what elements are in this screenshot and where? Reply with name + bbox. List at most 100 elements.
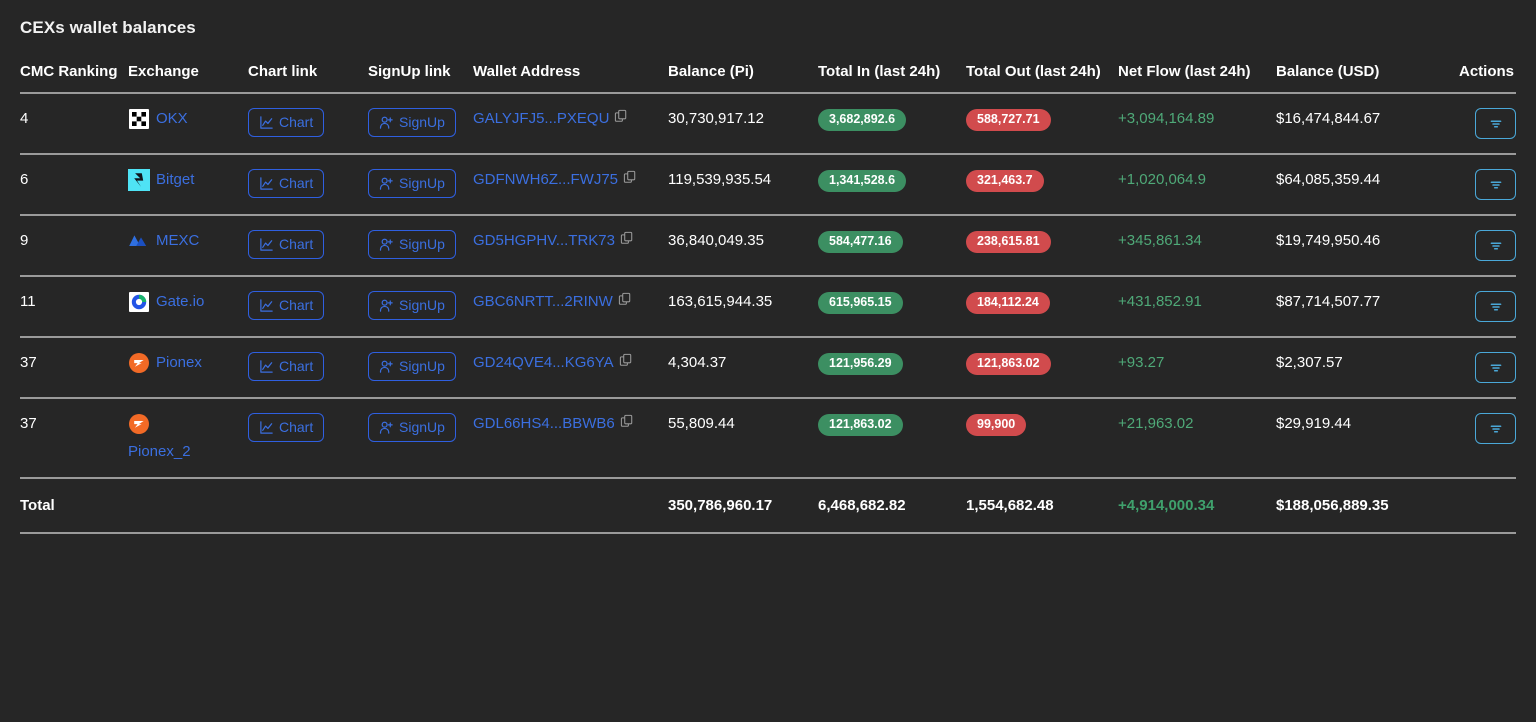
exchange-name[interactable]: MEXC	[156, 232, 200, 249]
balance-usd-value: $87,714,507.77	[1276, 293, 1381, 310]
cell-actions	[1426, 93, 1516, 154]
copy-address-button[interactable]	[623, 169, 637, 191]
table-row: 37 Pionex Chart SignUp GD24QVE4...KG6YA 4,304…	[20, 337, 1516, 398]
signup-link-button[interactable]: SignUp	[368, 413, 456, 442]
net-flow-value: +21,963.02	[1118, 415, 1194, 432]
gateio-logo-icon	[129, 292, 149, 312]
wallet-address-link[interactable]: GD5HGPHV...TRK73	[473, 232, 615, 249]
exchange-name[interactable]: Pionex_2	[128, 443, 191, 460]
chart-link-button[interactable]: Chart	[248, 352, 325, 381]
wallet-address-link[interactable]: GBC6NRTT...2RINW	[473, 293, 613, 310]
signup-link-button[interactable]: SignUp	[368, 352, 456, 381]
signup-link-button[interactable]: SignUp	[368, 291, 456, 320]
wallet-address-link[interactable]: GD24QVE4...KG6YA	[473, 354, 614, 371]
copy-icon[interactable]	[620, 414, 634, 428]
total-out-badge: 184,112.24	[966, 292, 1050, 314]
cell-cmc-ranking: 37	[20, 337, 128, 398]
copy-icon[interactable]	[620, 231, 634, 245]
cell-total-in: 121,956.29	[818, 337, 966, 398]
header-row: CMC Ranking Exchange Chart link SignUp l…	[20, 60, 1516, 93]
chart-link-button[interactable]: Chart	[248, 169, 325, 198]
chart-link-button[interactable]: Chart	[248, 291, 325, 320]
cell-net-flow: +3,094,164.89	[1118, 93, 1276, 154]
line-chart-icon	[260, 421, 273, 434]
row-actions-button[interactable]	[1475, 169, 1516, 200]
exchange-name[interactable]: Bitget	[156, 171, 195, 188]
cmc-ranking-value: 9	[20, 232, 29, 249]
copy-address-button[interactable]	[620, 413, 634, 435]
row-actions-button[interactable]	[1475, 352, 1516, 383]
net-flow-value: +345,861.34	[1118, 232, 1202, 249]
cell-total-out: 184,112.24	[966, 276, 1118, 337]
copy-address-button[interactable]	[618, 291, 632, 313]
cell-wallet-address: GDL66HS4...BBWB6	[473, 398, 668, 478]
filter-icon	[1490, 180, 1501, 189]
column-header-wallet-address: Wallet Address	[473, 63, 581, 80]
cell-balance-pi: 163,615,944.35	[668, 276, 818, 337]
exchange-name[interactable]: Gate.io	[156, 293, 205, 310]
cell-exchange: OKX	[128, 93, 248, 154]
copy-icon[interactable]	[619, 353, 633, 367]
total-out-badge: 238,615.81	[966, 231, 1051, 253]
cell-chart-link: Chart	[248, 215, 368, 276]
copy-address-button[interactable]	[619, 352, 633, 374]
cell-total-out: 588,727.71	[966, 93, 1118, 154]
cell-signup-link: SignUp	[368, 154, 473, 215]
row-actions-button[interactable]	[1475, 230, 1516, 261]
cell-exchange: Pionex	[128, 337, 248, 398]
exchange-link[interactable]: OKX	[128, 108, 236, 130]
exchange-name[interactable]: Pionex	[156, 354, 202, 371]
chart-link-button[interactable]: Chart	[248, 230, 325, 259]
row-actions-button[interactable]	[1475, 108, 1516, 139]
person-plus-icon	[379, 177, 393, 190]
wallet-address-link[interactable]: GDFNWH6Z...FWJ75	[473, 171, 618, 188]
exchange-link[interactable]: Gate.io	[128, 291, 236, 313]
line-chart-icon	[260, 238, 273, 251]
exchange-link[interactable]: MEXC	[128, 230, 236, 252]
pionex-logo-icon	[129, 414, 149, 434]
cell-total-in: 584,477.16	[818, 215, 966, 276]
exchange-link[interactable]: Bitget	[128, 169, 236, 191]
cell-actions	[1426, 154, 1516, 215]
cell-total-out: 121,863.02	[966, 337, 1118, 398]
signup-link-button[interactable]: SignUp	[368, 169, 456, 198]
exchange-link[interactable]: Pionex	[128, 352, 236, 374]
wallet-address-link[interactable]: GALYJFJ5...PXEQU	[473, 110, 610, 127]
copy-icon[interactable]	[618, 292, 632, 306]
cell-balance-pi: 119,539,935.54	[668, 154, 818, 215]
row-actions-button[interactable]	[1475, 291, 1516, 322]
row-actions-button[interactable]	[1475, 413, 1516, 444]
person-plus-icon	[379, 421, 393, 434]
cell-total-out: 238,615.81	[966, 215, 1118, 276]
cell-exchange: Pionex_2	[128, 398, 248, 478]
chart-button-label: Chart	[279, 114, 314, 130]
cell-chart-link: Chart	[248, 93, 368, 154]
exchange-name[interactable]: OKX	[156, 110, 188, 127]
filter-icon	[1490, 241, 1501, 250]
cell-balance-pi: 30,730,917.12	[668, 93, 818, 154]
cell-balance-pi: 55,809.44	[668, 398, 818, 478]
signup-link-button[interactable]: SignUp	[368, 230, 456, 259]
signup-button-label: SignUp	[399, 358, 445, 374]
okx-logo-icon	[129, 109, 149, 129]
copy-icon[interactable]	[614, 109, 628, 123]
exchange-link[interactable]: Pionex_2	[128, 413, 236, 463]
balance-usd-value: $29,919.44	[1276, 415, 1352, 432]
column-header-chart-link: Chart link	[248, 63, 318, 80]
cell-total-in: 3,682,892.6	[818, 93, 966, 154]
chart-button-label: Chart	[279, 297, 314, 313]
line-chart-icon	[260, 116, 273, 129]
copy-icon[interactable]	[623, 170, 637, 184]
balance-pi-value: 55,809.44	[668, 415, 735, 432]
balance-pi-value: 36,840,049.35	[668, 232, 764, 249]
signup-link-button[interactable]: SignUp	[368, 108, 456, 137]
chart-link-button[interactable]: Chart	[248, 413, 325, 442]
chart-button-label: Chart	[279, 175, 314, 191]
cell-cmc-ranking: 9	[20, 215, 128, 276]
chart-link-button[interactable]: Chart	[248, 108, 325, 137]
signup-button-label: SignUp	[399, 236, 445, 252]
copy-address-button[interactable]	[614, 108, 628, 130]
cell-signup-link: SignUp	[368, 337, 473, 398]
wallet-address-link[interactable]: GDL66HS4...BBWB6	[473, 415, 615, 432]
copy-address-button[interactable]	[620, 230, 634, 252]
